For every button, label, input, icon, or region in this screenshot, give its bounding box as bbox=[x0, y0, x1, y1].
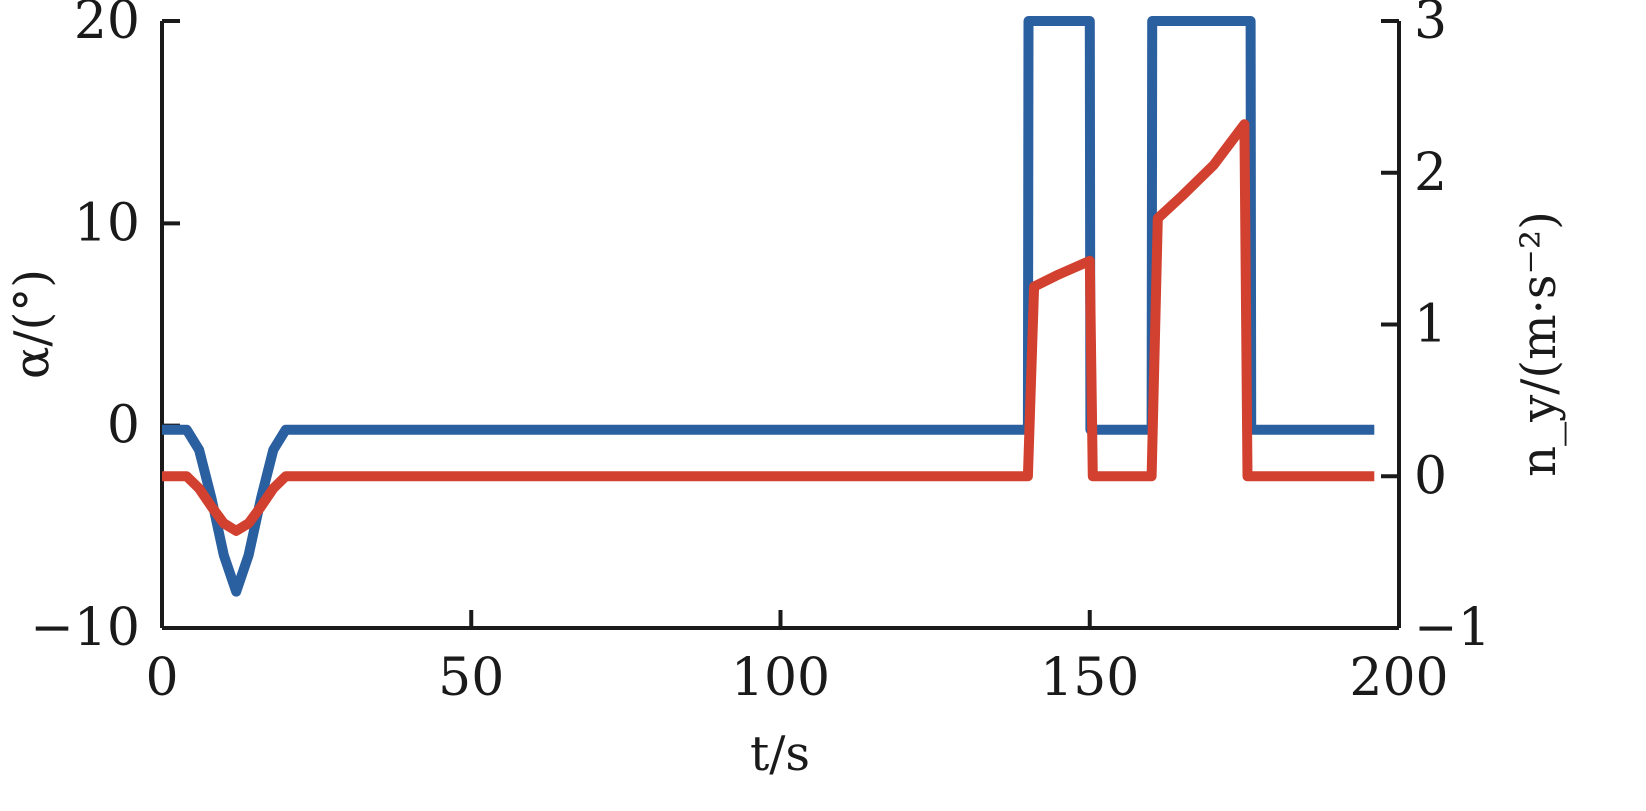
axes bbox=[160, 21, 1401, 630]
x-tick-label: 0 bbox=[145, 648, 178, 708]
x-tick-label: 200 bbox=[1349, 648, 1448, 708]
y-right-tick-label: 1 bbox=[1414, 295, 1447, 355]
alpha-series-line bbox=[162, 16, 1375, 597]
y-left-tick-label: −10 bbox=[30, 598, 140, 658]
ny-series-line bbox=[162, 119, 1375, 536]
x-tick-label: 50 bbox=[438, 648, 504, 708]
y-right-tick-label: 0 bbox=[1414, 446, 1447, 506]
y-right-tick-label: 3 bbox=[1414, 0, 1447, 51]
y-left-tick-label: 0 bbox=[107, 396, 140, 456]
x-tick-label: 150 bbox=[1040, 648, 1139, 708]
x-axis-title: t/s bbox=[750, 726, 810, 782]
y-right-tick-label: 2 bbox=[1414, 143, 1447, 203]
y-right-tick-label: −1 bbox=[1414, 598, 1491, 658]
y-left-tick-label: 20 bbox=[74, 0, 140, 51]
y-right-axis-title: n_y/(m·s⁻²) bbox=[1511, 211, 1567, 477]
series-layer bbox=[162, 16, 1375, 597]
y-left-axis-title: α/(°) bbox=[4, 269, 60, 379]
x-tick-label: 100 bbox=[731, 648, 830, 708]
y-left-tick-label: 10 bbox=[74, 193, 140, 253]
ticks bbox=[160, 19, 1401, 630]
